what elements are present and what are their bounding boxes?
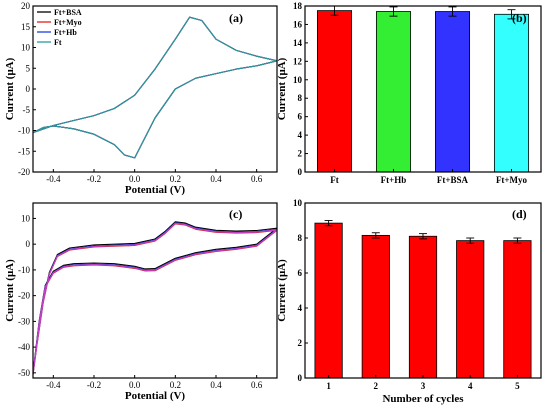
- y-axis-label: Current (μA): [4, 57, 16, 120]
- x-tick-label: 0.0: [129, 380, 141, 390]
- chart-panel-b: Ft Ft+Hb Ft+BSA Ft+Myo 0 2 4 6 8 10 12 14 16 18 Curren…: [276, 1, 542, 185]
- y-tick-label: 0: [298, 167, 303, 177]
- y-tick-label: 15: [21, 22, 31, 32]
- cv-series-line: [32, 16, 278, 159]
- y-tick-label: 10: [293, 75, 303, 85]
- bar: [493, 13, 530, 173]
- y-tick-label: -20: [18, 167, 30, 177]
- y-tick-label: 10: [293, 198, 303, 208]
- x-tick-label: -0.2: [87, 380, 101, 390]
- y-tick-label: 6: [298, 112, 303, 122]
- y-axis-label: Current (μA): [276, 57, 288, 120]
- y-tick-label: 10: [21, 213, 31, 223]
- cv-series-line: [32, 222, 278, 374]
- x-tick-label: 4: [468, 381, 473, 391]
- cv-series-line: [32, 221, 278, 373]
- x-tick-label: 0.6: [251, 380, 263, 390]
- x-tick-label: Ft: [330, 175, 339, 185]
- cv-series-line: [32, 16, 278, 159]
- chart-panel-c: -0.4 -0.2 0.0 0.2 0.4 0.6 Potential (V) -50 -40 -…: [4, 202, 278, 402]
- y-tick-label: 6: [298, 268, 303, 278]
- y-tick-label: 5: [26, 63, 31, 73]
- y-tick-label: 16: [293, 19, 303, 29]
- y-tick-label: -10: [18, 126, 30, 136]
- y-tick-label: 8: [298, 93, 303, 103]
- y-tick-label: 14: [293, 38, 303, 48]
- bar: [375, 11, 412, 173]
- y-tick-label: 0: [26, 84, 31, 94]
- cv-series-line: [32, 222, 278, 375]
- x-axis-label: Number of cycles: [382, 393, 464, 405]
- bar: [503, 240, 532, 379]
- panel-label: (b): [512, 11, 527, 25]
- y-tick-label: 8: [298, 233, 303, 243]
- y-tick-label: 2: [298, 149, 303, 159]
- x-tick-label: 1: [326, 381, 331, 391]
- x-axis-label: Potential (V): [125, 390, 186, 402]
- y-tick-label: -5: [23, 105, 31, 115]
- y-tick-label: -30: [18, 316, 30, 326]
- y-tick-label: -20: [18, 291, 30, 301]
- x-tick-label: 5: [515, 381, 520, 391]
- y-tick-label: 10: [21, 43, 31, 53]
- y-tick-label: -15: [18, 146, 30, 156]
- y-tick-label: -40: [18, 342, 30, 352]
- x-tick-label: 0.4: [210, 380, 222, 390]
- y-tick-label: -50: [18, 368, 30, 378]
- x-tick-label: Ft+Myo: [496, 175, 528, 185]
- x-tick-label: -0.4: [46, 380, 61, 390]
- plot-frame: [304, 5, 542, 173]
- y-axis-label: Current (μA): [276, 259, 288, 322]
- bar: [434, 11, 471, 173]
- x-tick-label: 0.6: [251, 174, 263, 184]
- legend-label: Ft+Myo: [54, 18, 82, 27]
- x-tick-label: Ft+BSA: [437, 175, 469, 185]
- y-tick-label: 0: [26, 239, 31, 249]
- x-tick-label: 0.0: [129, 174, 141, 184]
- panel-label: (d): [512, 207, 527, 221]
- panel-label: (c): [229, 207, 242, 221]
- y-tick-label: 4: [298, 130, 303, 140]
- x-tick-label: 0.2: [170, 174, 181, 184]
- chart-panel-d: 1 2 3 4 5 Number of cycles 0 2 4 6 8 10 Current (μA)…: [276, 198, 542, 405]
- x-axis-label: Potential (V): [125, 184, 186, 196]
- y-tick-label: 0: [298, 373, 303, 383]
- legend-label: Ft+BSA: [54, 8, 82, 17]
- x-tick-label: -0.2: [87, 174, 101, 184]
- plot-frame: [304, 202, 542, 379]
- y-tick-label: 12: [293, 56, 303, 66]
- bar: [316, 10, 353, 173]
- plot-frame: [32, 202, 278, 379]
- x-tick-label: -0.4: [46, 174, 61, 184]
- y-axis-label: Current (μA): [4, 259, 16, 322]
- panel-label: (a): [229, 11, 243, 25]
- x-tick-label: 3: [421, 381, 426, 391]
- cv-series-line: [32, 16, 278, 159]
- y-tick-label: 2: [298, 338, 303, 348]
- bar: [456, 240, 485, 379]
- bar: [361, 234, 390, 379]
- y-tick-label: 4: [298, 303, 303, 313]
- cv-series-line: [32, 16, 278, 159]
- x-tick-label: 0.2: [170, 380, 181, 390]
- x-tick-label: Ft+Hb: [381, 175, 407, 185]
- y-tick-label: -10: [18, 265, 30, 275]
- x-tick-label: 0.4: [210, 174, 222, 184]
- bar: [314, 222, 343, 379]
- legend-label: Ft+Hb: [54, 28, 77, 37]
- legend-label: Ft: [54, 38, 62, 47]
- y-tick-label: 18: [293, 1, 303, 11]
- bar: [408, 235, 438, 379]
- x-tick-label: 2: [374, 381, 379, 391]
- y-tick-label: 20: [21, 1, 31, 11]
